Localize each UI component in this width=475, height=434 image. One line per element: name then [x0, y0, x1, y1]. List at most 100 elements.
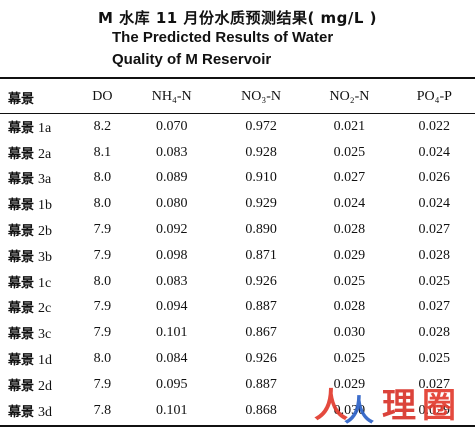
table-body: 幕景 1a 8.2 0.070 0.972 0.021 0.022 幕景 2a 8.1 0.083 0… — [0, 114, 475, 424]
cell-do: 7.9 — [93, 376, 112, 392]
cell-do: 7.9 — [93, 299, 112, 315]
cell-no3-n: 0.926 — [245, 273, 277, 289]
cell-po4-p: 0.028 — [418, 325, 451, 341]
scenario-code: 3c — [38, 327, 52, 343]
table-title-english-line2: Quality of M Reservoir — [112, 51, 272, 68]
cell-no2-n: 0.030 — [333, 325, 366, 341]
water-quality-table: 幕景 DO NH₄-N NO₃-N NO₂-N PO₄-P 幕景 1a 8.2 0.0… — [0, 80, 475, 424]
table-header-row: 幕景 DO NH₄-N NO₃-N NO₂-N PO₄-P — [0, 80, 475, 114]
cell-do: 7.9 — [93, 222, 112, 238]
cell-scenario: 幕景 3b — [0, 243, 78, 269]
scenario-code: 2a — [38, 146, 52, 162]
scenario-label: 幕景 — [8, 301, 35, 317]
scenario-code: 2b — [38, 224, 53, 240]
cell-po4-p: 0.024 — [418, 144, 451, 160]
cell-no3-n: 0.910 — [245, 170, 277, 186]
cell-scenario: 幕景 2b — [0, 217, 78, 243]
cell-do: 8.0 — [93, 170, 112, 186]
table-row: 幕景 3c 7.9 0.101 0.867 0.030 0.028 — [0, 320, 475, 346]
cell-no3-n: 0.928 — [245, 144, 277, 160]
cell-no2-n: 0.025 — [333, 351, 366, 367]
cell-po4-p: 0.027 — [418, 299, 451, 315]
table-row: 幕景 1b 8.0 0.080 0.929 0.024 0.024 — [0, 191, 475, 217]
cell-po4-p: 0.028 — [418, 247, 451, 263]
scenario-code: 1c — [38, 275, 52, 291]
scenario-code: 1b — [38, 198, 53, 214]
table-header-rule — [0, 113, 475, 114]
cell-po4-p: 0.026 — [418, 170, 451, 186]
cell-no2-n: 0.025 — [333, 273, 366, 289]
cell-no3-n: 0.887 — [245, 376, 277, 392]
cell-do: 8.0 — [93, 196, 112, 212]
cell-nh4-n: 0.101 — [155, 402, 188, 418]
cell-po4-p: 0.022 — [418, 118, 451, 134]
cell-scenario: 幕景 2d — [0, 372, 78, 398]
cell-nh4-n: 0.094 — [155, 299, 188, 315]
cell-no2-n: 0.024 — [333, 196, 366, 212]
cell-no3-n: 0.929 — [245, 196, 277, 212]
cell-nh4-n: 0.092 — [155, 222, 188, 238]
cell-no2-n: 0.030 — [333, 402, 366, 418]
cell-scenario: 幕景 2a — [0, 140, 78, 166]
cell-do: 7.8 — [93, 402, 112, 418]
table-bottom-rule — [0, 425, 475, 427]
cell-nh4-n: 0.070 — [155, 118, 188, 134]
cell-no3-n: 0.868 — [245, 402, 277, 418]
scenario-code: 1d — [38, 353, 53, 369]
scenario-label: 幕景 — [8, 327, 35, 343]
scenario-label: 幕景 — [8, 120, 35, 136]
scenario-code: 3d — [38, 404, 53, 420]
table-row: 幕景 2c 7.9 0.094 0.887 0.028 0.027 — [0, 295, 475, 321]
cell-nh4-n: 0.095 — [155, 376, 188, 392]
scenario-label: 幕景 — [8, 198, 35, 214]
cell-po4-p: 0.027 — [418, 376, 451, 392]
scenario-code: 2d — [38, 378, 53, 394]
cell-no2-n: 0.029 — [333, 247, 366, 263]
cell-scenario: 幕景 3a — [0, 166, 78, 192]
cell-scenario: 幕景 1a — [0, 114, 78, 140]
cell-po4-p: 0.025 — [418, 351, 451, 367]
scenario-label: 幕景 — [8, 224, 35, 240]
cell-nh4-n: 0.084 — [155, 351, 188, 367]
scenario-label: 幕景 — [8, 172, 35, 188]
header-do: DO — [92, 89, 113, 104]
cell-no2-n: 0.028 — [333, 222, 366, 238]
header-no3-n: NO₃-N — [241, 89, 281, 104]
cell-do: 8.0 — [93, 273, 112, 289]
table-row: 幕景 2d 7.9 0.095 0.887 0.029 0.027 — [0, 372, 475, 398]
scenario-label: 幕景 — [8, 146, 35, 162]
cell-no3-n: 0.887 — [245, 299, 277, 315]
cell-do: 7.9 — [93, 325, 112, 341]
cell-scenario: 幕景 2c — [0, 295, 78, 321]
header-scene: 幕景 — [8, 91, 35, 107]
cell-do: 8.2 — [93, 118, 112, 134]
header-po4-p: PO₄-P — [416, 89, 452, 104]
cell-po4-p: 0.025 — [418, 273, 451, 289]
cell-no3-n: 0.871 — [245, 247, 277, 263]
scenario-code: 3b — [38, 249, 53, 265]
cell-no3-n: 0.926 — [245, 351, 277, 367]
scenario-label: 幕景 — [8, 378, 35, 394]
cell-no2-n: 0.027 — [333, 170, 366, 186]
scenario-code: 3a — [38, 172, 52, 188]
table-top-rule — [0, 77, 475, 79]
table-row: 幕景 2b 7.9 0.092 0.890 0.028 0.027 — [0, 217, 475, 243]
scenario-code: 1a — [38, 120, 52, 136]
cell-scenario: 幕景 1b — [0, 191, 78, 217]
header-nh4-n: NH₄-N — [151, 89, 192, 104]
cell-no2-n: 0.025 — [333, 144, 366, 160]
cell-nh4-n: 0.098 — [155, 247, 188, 263]
table-row: 幕景 3a 8.0 0.089 0.910 0.027 0.026 — [0, 166, 475, 192]
cell-no2-n: 0.021 — [333, 118, 366, 134]
cell-po4-p: 0.024 — [418, 196, 451, 212]
table-row: 幕景 1c 8.0 0.083 0.926 0.025 0.025 — [0, 269, 475, 295]
cell-no2-n: 0.029 — [333, 376, 366, 392]
header-no2-n: NO₂-N — [329, 89, 370, 104]
cell-scenario: 幕景 3c — [0, 320, 78, 346]
cell-no3-n: 0.867 — [245, 325, 277, 341]
cell-do: 8.0 — [93, 351, 112, 367]
cell-scenario: 幕景 3d — [0, 398, 78, 424]
cell-nh4-n: 0.101 — [155, 325, 188, 341]
scenario-label: 幕景 — [8, 249, 35, 265]
